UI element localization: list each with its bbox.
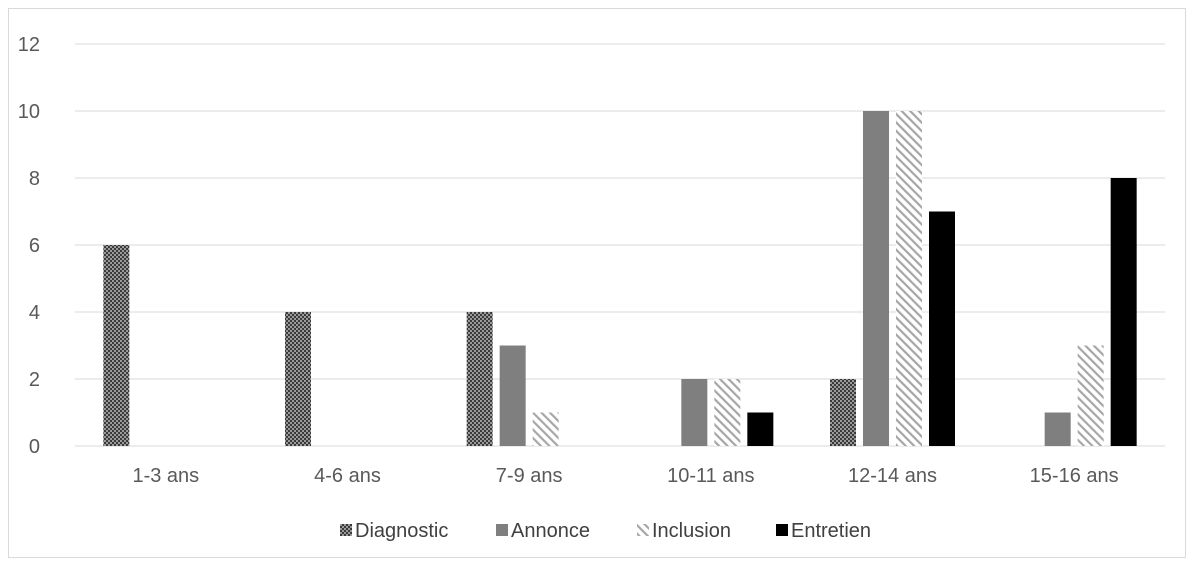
x-tick-label: 4-6 ans: [314, 465, 381, 487]
y-axis-ticks: 0 2 4 6 8 10 12: [18, 34, 40, 458]
legend-label-annonce: Annonce: [511, 520, 590, 542]
chart-frame: [8, 8, 1186, 558]
y-tick-label: 10: [18, 101, 40, 123]
bar-diagnostic-2: [466, 312, 493, 446]
bar-diagnostic-1: [285, 312, 311, 446]
x-axis-ticks: 1-3 ans 4-6 ans 7-9 ans 10-11 ans 12-14 ans 1…: [132, 465, 1118, 487]
x-tick-label: 1-3 ans: [132, 465, 199, 487]
bar-annonce-4: [863, 111, 889, 446]
y-tick-label: 4: [29, 302, 40, 324]
bar-inclusion-2: [532, 412, 559, 446]
x-tick-label: 12-14 ans: [848, 465, 937, 487]
bar-annonce-3: [681, 379, 708, 446]
y-tick-label: 8: [29, 168, 40, 190]
bar-annonce-5: [1044, 412, 1071, 446]
x-tick-label: 15-16 ans: [1030, 465, 1119, 487]
x-tick-label: 7-9 ans: [496, 465, 563, 487]
legend-swatch-entretien: [776, 524, 788, 536]
bar-diagnostic-4: [830, 379, 856, 446]
bar-diagnostic-0: [103, 245, 130, 446]
bar-entretien-4: [929, 211, 955, 446]
legend-swatch-inclusion: [637, 524, 649, 536]
bar-inclusion-3: [714, 379, 741, 446]
y-tick-label: 12: [18, 34, 40, 56]
legend-label-inclusion: Inclusion: [652, 520, 731, 542]
bar-entretien-5: [1110, 178, 1137, 446]
y-tick-label: 6: [29, 235, 40, 257]
legend: Diagnostic Annonce Inclusion Entretien: [340, 520, 871, 542]
bar-entretien-3: [747, 412, 774, 446]
legend-swatch-diagnostic: [340, 524, 352, 536]
bar-annonce-2: [499, 345, 526, 446]
gridlines: [75, 43, 1165, 447]
y-tick-label: 2: [29, 369, 40, 391]
bar-inclusion-4: [896, 111, 922, 446]
x-tick-label: 10-11 ans: [667, 465, 754, 487]
legend-swatch-annonce: [496, 524, 508, 536]
bars: [103, 111, 1137, 446]
legend-label-diagnostic: Diagnostic: [355, 520, 448, 542]
bar-inclusion-5: [1077, 345, 1104, 446]
legend-label-entretien: Entretien: [791, 520, 871, 542]
y-tick-label: 0: [29, 436, 40, 458]
